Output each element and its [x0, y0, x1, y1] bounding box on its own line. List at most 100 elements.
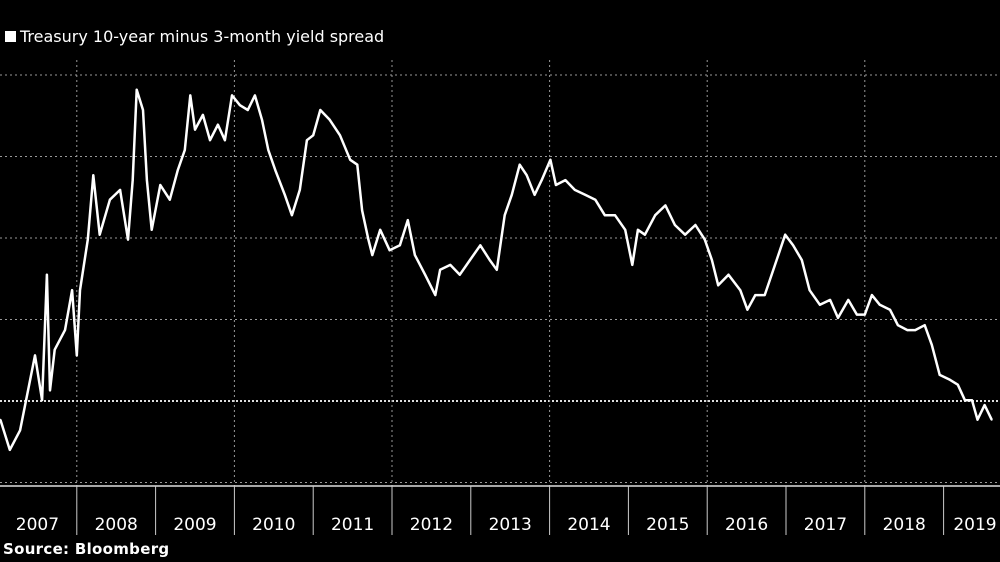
data-point: [896, 324, 899, 327]
x-tick-label: 2010: [252, 515, 295, 535]
data-point: [603, 214, 606, 217]
data-point: [246, 109, 249, 112]
data-point: [388, 249, 391, 252]
data-point: [298, 188, 301, 191]
data-point: [145, 179, 148, 182]
data-point: [889, 308, 892, 311]
data-point: [818, 303, 821, 306]
data-point: [870, 294, 873, 297]
legend-label: Treasury 10-year minus 3-month yield spr…: [20, 27, 385, 46]
x-tick-label: 2008: [95, 515, 138, 535]
data-point: [176, 169, 179, 172]
data-point: [624, 228, 627, 231]
data-point: [458, 273, 461, 276]
data-point: [238, 104, 241, 107]
data-point: [976, 418, 979, 421]
data-point: [792, 244, 795, 247]
data-point: [367, 238, 370, 241]
data-point: [78, 289, 81, 292]
x-tick-label: 2017: [804, 515, 847, 535]
data-point: [119, 188, 122, 191]
data-point: [654, 214, 657, 217]
data-point: [356, 163, 359, 166]
data-point: [194, 128, 196, 131]
data-point: [159, 184, 162, 187]
source-note: Source: Bloomberg: [3, 540, 170, 558]
data-point: [108, 198, 111, 201]
data-point: [754, 294, 757, 297]
data-point: [127, 238, 130, 241]
data-point: [703, 238, 706, 241]
data-point: [948, 378, 951, 381]
data-point: [773, 263, 776, 266]
data-point: [479, 244, 482, 247]
data-point: [208, 139, 211, 142]
data-point: [673, 223, 676, 226]
data-point: [549, 158, 552, 161]
data-point: [424, 273, 427, 276]
data-point: [923, 324, 926, 327]
data-point: [183, 148, 186, 151]
data-point: [495, 268, 498, 271]
data-point: [983, 404, 986, 407]
data-point: [398, 244, 401, 247]
data-point: [231, 94, 234, 97]
data-point: [260, 118, 263, 121]
data-point: [379, 228, 382, 231]
data-point: [525, 174, 528, 177]
data-point: [710, 259, 713, 262]
data-point: [573, 188, 576, 191]
data-point: [727, 273, 730, 276]
data-point: [189, 94, 192, 97]
data-point: [554, 184, 557, 187]
data-point: [168, 198, 171, 201]
data-point: [75, 354, 78, 357]
x-tick-label: 2015: [646, 515, 689, 535]
x-tick-label: 2016: [725, 515, 768, 535]
x-tick-label: 2012: [410, 515, 453, 535]
data-point: [319, 109, 322, 112]
data-point: [694, 223, 697, 226]
data-point: [283, 193, 286, 196]
data-point: [216, 123, 219, 126]
data-point: [41, 399, 44, 402]
data-point: [328, 118, 331, 121]
data-point: [469, 259, 472, 262]
data-point: [636, 228, 639, 231]
data-point: [223, 139, 226, 142]
data-point: [135, 88, 138, 91]
x-tick-label: 2009: [173, 515, 216, 535]
data-point: [863, 313, 866, 316]
data-point: [717, 284, 720, 287]
data-point: [855, 313, 858, 316]
data-point: [19, 429, 22, 432]
data-point: [906, 329, 909, 332]
data-point: [53, 348, 56, 351]
data-point: [837, 316, 840, 319]
data-point: [643, 233, 646, 236]
data-point: [739, 289, 742, 292]
data-point: [0, 418, 2, 421]
data-point: [150, 228, 153, 231]
data-point: [970, 399, 973, 402]
data-point: [8, 448, 11, 451]
data-point: [488, 259, 491, 262]
data-point: [956, 383, 959, 386]
data-point: [449, 263, 452, 266]
data-point: [963, 399, 966, 402]
data-point: [141, 109, 144, 112]
data-point: [930, 343, 933, 346]
data-point: [267, 148, 270, 151]
x-tick-label: 2019: [953, 515, 996, 535]
chart-legend: Treasury 10-year minus 3-month yield spr…: [5, 27, 384, 46]
data-point: [510, 193, 513, 196]
data-point: [361, 209, 364, 212]
legend-swatch: [5, 31, 16, 42]
data-point: [594, 198, 597, 201]
data-point: [439, 268, 442, 271]
data-point: [290, 214, 293, 217]
data-point: [684, 233, 687, 236]
data-point: [914, 329, 917, 332]
x-tick-label: 2018: [883, 515, 926, 535]
